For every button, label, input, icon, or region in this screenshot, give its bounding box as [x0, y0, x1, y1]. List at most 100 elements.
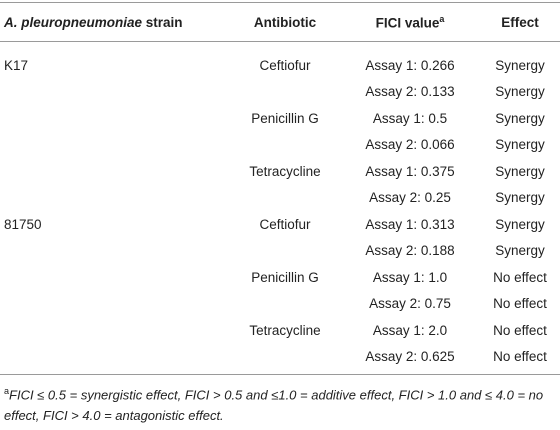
footnote: aFICI ≤ 0.5 = synergistic effect, FICI >…	[4, 381, 556, 426]
effect: Synergy	[495, 84, 545, 100]
effect: Synergy	[495, 163, 545, 179]
cell: Tetracycline	[230, 317, 340, 344]
fici: Assay 1: 1.0	[372, 269, 448, 285]
header-text: strain	[142, 14, 183, 30]
cell: No effect	[480, 343, 560, 375]
cell	[230, 185, 340, 212]
table-row: Assay 2: 0.75 No effect	[0, 291, 560, 318]
cell: Tetracycline	[230, 158, 340, 185]
cell	[0, 158, 230, 185]
cell: No effect	[480, 291, 560, 318]
cell: Penicillin G	[230, 264, 340, 291]
footnote-text: FICI ≤ 0.5 = synergistic effect, FICI > …	[4, 387, 544, 424]
header-text: Effect	[501, 14, 539, 30]
cell: Synergy	[480, 158, 560, 185]
header-cell: Antibiotic	[230, 2, 340, 42]
cell	[230, 291, 340, 318]
header-cell: Effect	[480, 2, 560, 42]
cell: Synergy	[480, 132, 560, 159]
cell: Synergy	[480, 238, 560, 265]
table-row: Penicillin G Assay 1: 1.0 No effect	[0, 264, 560, 291]
antibiotic: Tetracycline	[249, 322, 321, 338]
effect: Synergy	[495, 137, 545, 153]
table-row: Assay 2: 0.25 Synergy	[0, 185, 560, 212]
antibiotic: Ceftiofur	[259, 216, 311, 232]
cell	[230, 79, 340, 106]
cell: Ceftiofur	[230, 211, 340, 238]
cell: Assay 1: 2.0	[340, 317, 480, 344]
footnote-sup: a	[4, 386, 10, 396]
cell: Assay 2: 0.625	[340, 343, 480, 375]
fici: Assay 1: 0.313	[365, 216, 455, 232]
cell	[0, 264, 230, 291]
table-row: Assay 2: 0.133 Synergy	[0, 79, 560, 106]
effect: No effect	[493, 296, 547, 312]
cell: No effect	[480, 264, 560, 291]
table-row: Tetracycline Assay 1: 0.375 Synergy	[0, 158, 560, 185]
cell	[0, 105, 230, 132]
table-row: Assay 2: 0.188 Synergy	[0, 238, 560, 265]
effect: Synergy	[495, 110, 545, 126]
table-row: Tetracycline Assay 1: 2.0 No effect	[0, 317, 560, 344]
fici: Assay 2: 0.25	[369, 190, 451, 206]
cell: Assay 2: 0.066	[340, 132, 480, 159]
fici: Assay 2: 0.625	[365, 349, 455, 365]
table-row: Assay 2: 0.625 No effect	[0, 343, 560, 375]
cell	[0, 238, 230, 265]
strain: K17	[4, 57, 29, 73]
cell	[0, 317, 230, 344]
table-body: K17 Ceftiofur Assay 1: 0.266 Synergy Assay 2…	[0, 42, 560, 375]
cell: 81750	[0, 211, 230, 238]
effect: Synergy	[495, 216, 545, 232]
cell	[230, 238, 340, 265]
fici: Assay 2: 0.75	[369, 296, 451, 312]
effect: No effect	[493, 322, 547, 338]
fici: Assay 1: 2.0	[372, 322, 448, 338]
table: A. pleuropneumoniae strain Antibiotic FICI…	[0, 2, 560, 375]
cell	[0, 291, 230, 318]
effect: Synergy	[495, 243, 545, 259]
cell: Synergy	[480, 79, 560, 106]
cell: Synergy	[480, 105, 560, 132]
header-sup: a	[439, 13, 445, 24]
cell: Assay 1: 1.0	[340, 264, 480, 291]
antibiotic: Ceftiofur	[259, 57, 311, 73]
table-row: K17 Ceftiofur Assay 1: 0.266 Synergy	[0, 42, 560, 79]
antibiotic: Tetracycline	[249, 163, 321, 179]
cell: Synergy	[480, 185, 560, 212]
cell	[0, 343, 230, 375]
effect: Synergy	[495, 190, 545, 206]
strain: 81750	[4, 216, 42, 232]
cell	[230, 343, 340, 375]
cell: Assay 2: 0.25	[340, 185, 480, 212]
antibiotic: Penicillin G	[251, 269, 319, 285]
antibiotic: Penicillin G	[251, 110, 319, 126]
cell: No effect	[480, 317, 560, 344]
cell: K17	[0, 42, 230, 79]
cell: Assay 1: 0.313	[340, 211, 480, 238]
header-italic: A. pleuropneumoniae	[4, 14, 143, 30]
header-cell: FICI valuea	[340, 2, 480, 42]
header-text: FICI value	[375, 15, 440, 31]
header-cell: A. pleuropneumoniae strain	[0, 2, 230, 42]
cell	[0, 79, 230, 106]
effect: No effect	[493, 269, 547, 285]
fici: Assay 2: 0.188	[365, 243, 455, 259]
cell: Assay 2: 0.188	[340, 238, 480, 265]
effect: No effect	[493, 349, 547, 365]
cell: Assay 1: 0.5	[340, 105, 480, 132]
cell: Synergy	[480, 211, 560, 238]
fici: Assay 2: 0.133	[365, 84, 455, 100]
cell: Synergy	[480, 42, 560, 79]
fici: Assay 1: 0.5	[372, 110, 448, 126]
header-row: A. pleuropneumoniae strain Antibiotic FICI…	[0, 2, 560, 42]
table-row: 81750 Ceftiofur Assay 1: 0.313 Synergy	[0, 211, 560, 238]
cell	[0, 185, 230, 212]
table-row: Penicillin G Assay 1: 0.5 Synergy	[0, 105, 560, 132]
cell: Ceftiofur	[230, 42, 340, 79]
effect: Synergy	[495, 57, 545, 73]
cell	[230, 132, 340, 159]
cell: Assay 2: 0.133	[340, 79, 480, 106]
cell	[0, 132, 230, 159]
